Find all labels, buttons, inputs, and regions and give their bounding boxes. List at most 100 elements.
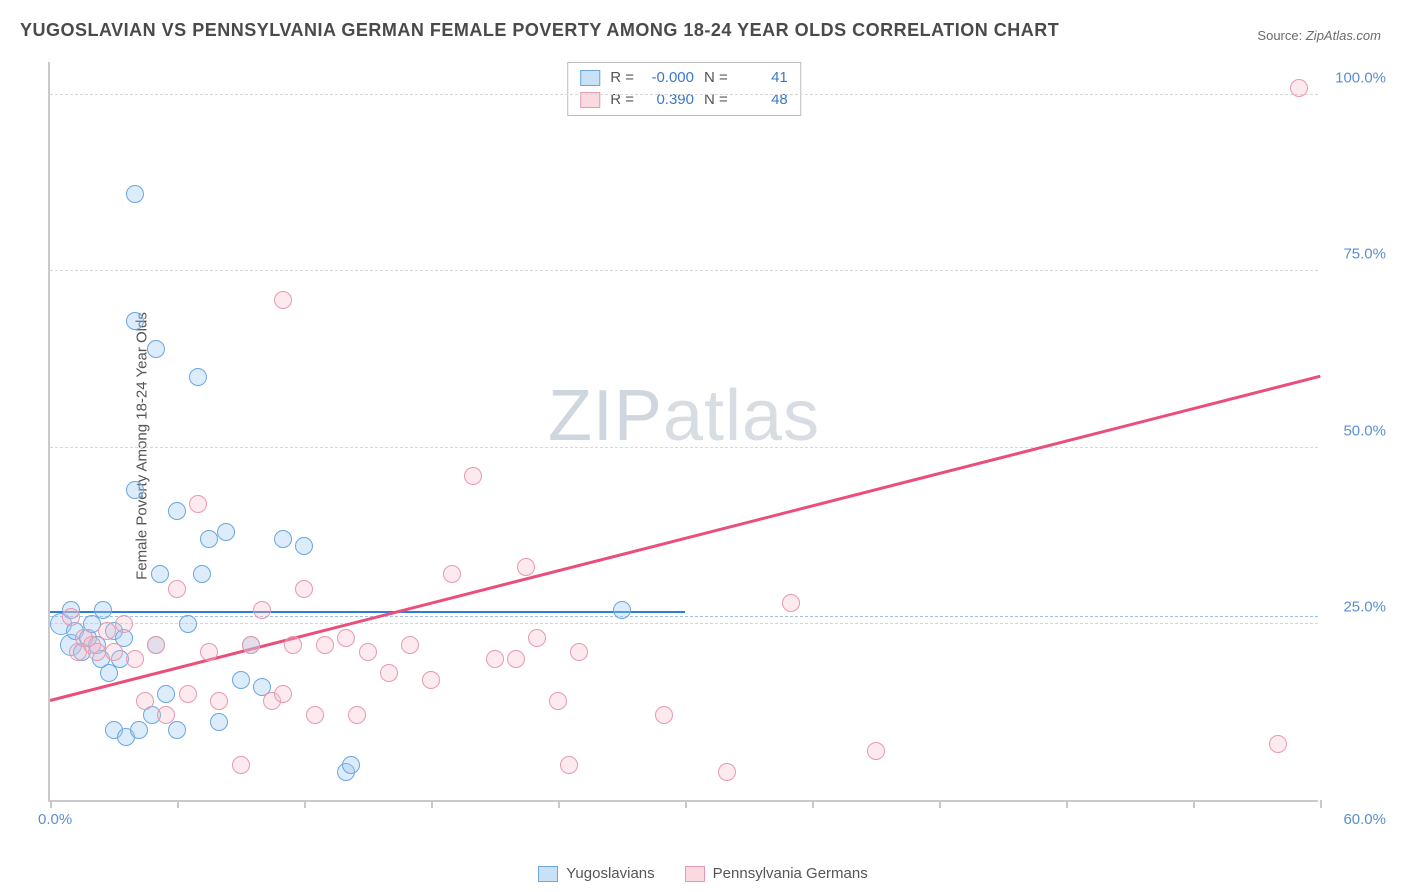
xtick xyxy=(304,800,306,808)
data-point-blue xyxy=(217,523,235,541)
data-point-pink xyxy=(274,291,292,309)
xtick xyxy=(431,800,433,808)
data-point-pink xyxy=(401,636,419,654)
xtick xyxy=(1193,800,1195,808)
data-point-pink xyxy=(348,706,366,724)
data-point-pink xyxy=(486,650,504,668)
watermark-b: atlas xyxy=(663,376,820,456)
data-point-pink xyxy=(517,558,535,576)
trend-line-pink xyxy=(50,375,1321,702)
xtick xyxy=(558,800,560,808)
stats-legend: R = -0.000 N = 41 R = 0.390 N = 48 xyxy=(567,62,801,116)
gridline-h xyxy=(50,270,1318,271)
xtick xyxy=(1320,800,1322,808)
data-point-blue xyxy=(147,340,165,358)
data-point-pink xyxy=(179,685,197,703)
data-point-blue xyxy=(130,721,148,739)
data-point-blue xyxy=(210,713,228,731)
data-point-blue xyxy=(200,530,218,548)
watermark: ZIPatlas xyxy=(548,375,820,457)
chart-title: YUGOSLAVIAN VS PENNSYLVANIA GERMAN FEMAL… xyxy=(20,20,1059,41)
legend-label-blue: Yugoslavians xyxy=(566,865,654,882)
data-point-pink xyxy=(782,594,800,612)
ytick-label: 25.0% xyxy=(1343,598,1386,615)
data-point-pink xyxy=(98,622,116,640)
data-point-pink xyxy=(62,608,80,626)
ytick-label: 75.0% xyxy=(1343,246,1386,263)
data-point-blue xyxy=(189,368,207,386)
r-label: R = xyxy=(610,89,634,111)
stats-row-pink: R = 0.390 N = 48 xyxy=(580,89,788,111)
data-point-pink xyxy=(136,692,154,710)
data-point-pink xyxy=(115,615,133,633)
bottom-legend: Yugoslavians Pennsylvania Germans xyxy=(0,865,1406,882)
data-point-blue xyxy=(94,601,112,619)
data-point-pink xyxy=(147,636,165,654)
data-point-blue xyxy=(126,481,144,499)
swatch-blue-icon xyxy=(538,866,558,882)
trend-line-blue xyxy=(50,611,685,614)
data-point-pink xyxy=(232,756,250,774)
data-point-pink xyxy=(570,643,588,661)
r-label: R = xyxy=(610,67,634,89)
data-point-pink xyxy=(1269,735,1287,753)
plot-area: ZIPatlas R = -0.000 N = 41 R = 0.390 N =… xyxy=(48,62,1318,802)
data-point-pink xyxy=(306,706,324,724)
xtick xyxy=(1066,800,1068,808)
source-label: Source: xyxy=(1257,28,1302,43)
n-value-pink: 48 xyxy=(738,89,788,111)
data-point-pink xyxy=(242,636,260,654)
gridline-h xyxy=(50,447,1318,448)
xtick xyxy=(812,800,814,808)
data-point-pink xyxy=(157,706,175,724)
x-end-label: 60.0% xyxy=(1343,811,1386,828)
legend-label-pink: Pennsylvania Germans xyxy=(713,865,868,882)
data-point-blue xyxy=(613,601,631,619)
n-label: N = xyxy=(704,89,728,111)
data-point-pink xyxy=(253,601,271,619)
data-point-blue xyxy=(157,685,175,703)
legend-item-blue: Yugoslavians xyxy=(538,865,654,882)
data-point-pink xyxy=(105,643,123,661)
data-point-pink xyxy=(200,643,218,661)
data-point-blue xyxy=(232,671,250,689)
data-point-blue xyxy=(342,756,360,774)
data-point-blue xyxy=(274,530,292,548)
data-point-blue xyxy=(168,502,186,520)
data-point-blue xyxy=(151,565,169,583)
data-point-pink xyxy=(210,692,228,710)
legend-item-pink: Pennsylvania Germans xyxy=(685,865,868,882)
data-point-pink xyxy=(88,643,106,661)
data-point-pink xyxy=(655,706,673,724)
xtick xyxy=(939,800,941,808)
watermark-a: ZIP xyxy=(548,376,663,456)
r-value-pink: 0.390 xyxy=(644,89,694,111)
data-point-pink xyxy=(867,742,885,760)
data-point-blue xyxy=(179,615,197,633)
data-point-pink xyxy=(718,763,736,781)
data-point-pink xyxy=(284,636,302,654)
xtick xyxy=(177,800,179,808)
data-point-pink xyxy=(359,643,377,661)
data-point-pink xyxy=(1290,79,1308,97)
r-value-blue: -0.000 xyxy=(644,67,694,89)
data-point-pink xyxy=(422,671,440,689)
data-point-pink xyxy=(295,580,313,598)
ytick-label: 100.0% xyxy=(1335,70,1386,87)
gridline-h xyxy=(50,94,1318,95)
data-point-pink xyxy=(274,685,292,703)
data-point-pink xyxy=(464,467,482,485)
data-point-pink xyxy=(528,629,546,647)
data-point-pink xyxy=(380,664,398,682)
data-point-blue xyxy=(295,537,313,555)
stats-row-blue: R = -0.000 N = 41 xyxy=(580,67,788,89)
data-point-blue xyxy=(126,185,144,203)
data-point-pink xyxy=(443,565,461,583)
mean-reference-line xyxy=(50,616,1318,617)
n-label: N = xyxy=(704,67,728,89)
gridline-h xyxy=(50,623,1318,624)
source-credit: Source: ZipAtlas.com xyxy=(1257,28,1381,43)
data-point-blue xyxy=(126,312,144,330)
x-origin-label: 0.0% xyxy=(38,811,72,828)
data-point-pink xyxy=(507,650,525,668)
